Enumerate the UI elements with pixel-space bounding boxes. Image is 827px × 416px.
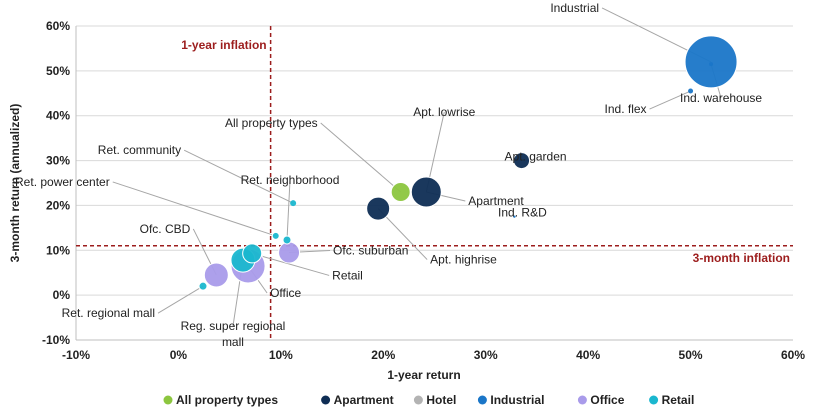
y-tick-label: 50%	[46, 64, 70, 78]
point-ind-r-d	[513, 215, 516, 218]
legend: All property types Apartment Hotel Industri…	[163, 393, 695, 407]
leader-ret-regional-mall	[157, 285, 204, 314]
label-retail: Retail	[332, 268, 363, 282]
point-retail	[242, 243, 263, 264]
grid-lines	[76, 25, 793, 341]
data-points	[198, 35, 738, 291]
legend-marker-industrial	[477, 395, 487, 405]
legend-marker-all-property-types	[163, 395, 173, 405]
point-apt-garden	[513, 152, 531, 170]
point-apt-highrise	[366, 196, 391, 221]
point-ofc-cbd	[203, 262, 229, 288]
label-all-property-types: All property types	[225, 116, 318, 130]
label-industrial: Industrial	[550, 1, 599, 15]
data-labels: Industrial Ind. warehouse Ind. flex Apt. ga…	[15, 1, 762, 349]
x-tick-label: 30%	[474, 348, 498, 362]
legend-label-apartment: Apartment	[334, 393, 394, 407]
label-apartment: Apartment	[468, 194, 524, 208]
legend-label-industrial: Industrial	[490, 393, 544, 407]
leader-ind-flex	[649, 90, 691, 110]
label-reg-super-regional-mall: Reg. super regional mall	[181, 319, 286, 349]
label-apt-highrise: Apt. highrise	[430, 253, 497, 267]
label-ind-r-d: Ind. R&D	[498, 206, 547, 220]
x-tick-label: 40%	[576, 348, 600, 362]
point-ret-power-center	[271, 231, 280, 240]
label-ind-flex: Ind. flex	[605, 102, 647, 116]
label-ret-power-center: Ret. power center	[15, 175, 110, 189]
x-tick-label: -10%	[62, 348, 90, 362]
leader-all-property-types	[320, 122, 402, 193]
point-apt-lowrise	[410, 176, 442, 208]
label-ret-neighborhood: Ret. neighborhood	[241, 173, 340, 187]
leader-ret-community	[183, 149, 294, 204]
axes: -10% 0% 10% 20% 30% 40% 50% 60% -10% 0% 10% 20% 30% 4…	[42, 19, 805, 362]
point-industrial	[684, 35, 738, 89]
x-tick-label: 50%	[679, 348, 703, 362]
label-ind-warehouse: Ind. warehouse	[680, 91, 762, 105]
label-apt-garden: Apt. garden	[505, 150, 567, 164]
legend-marker-retail	[649, 395, 659, 405]
label-apt-lowrise: Apt. lowrise	[413, 105, 475, 119]
legend-label-office: Office	[590, 393, 624, 407]
y-axis-title: 3-month return (annualized)	[8, 104, 22, 263]
legend-marker-apartment	[321, 395, 331, 405]
legend-label-retail: Retail	[662, 393, 695, 407]
three-month-inflation-label: 3-month inflation	[693, 251, 790, 265]
y-tick-label: -10%	[42, 333, 70, 347]
y-tick-label: 30%	[46, 154, 70, 168]
label-office: Office	[270, 286, 301, 300]
leader-retail	[252, 252, 330, 276]
point-ret-neighborhood	[282, 235, 292, 245]
leader-ret-neighborhood	[286, 179, 291, 240]
x-tick-label: 60%	[781, 348, 805, 362]
y-tick-label: 10%	[46, 243, 70, 257]
y-tick-label: 60%	[46, 19, 70, 33]
point-ret-regional-mall	[198, 281, 208, 291]
y-tick-label: 40%	[46, 109, 70, 123]
x-tick-label: 0%	[170, 348, 188, 362]
leader-lines	[112, 7, 722, 327]
x-tick-label: 20%	[371, 348, 395, 362]
x-axis-title: 1-year return	[387, 368, 460, 382]
legend-label-hotel: Hotel	[426, 393, 456, 407]
legend-marker-office	[577, 395, 587, 405]
point-all-property-types	[390, 181, 411, 202]
legend-label-all-property-types: All property types	[176, 393, 278, 407]
legend-marker-hotel	[413, 395, 423, 405]
label-ofc-suburban: Ofc. suburban	[333, 244, 408, 258]
point-ofc-suburban	[278, 241, 301, 264]
x-tick-label: 10%	[269, 348, 293, 362]
point-ret-community	[290, 200, 297, 207]
one-year-inflation-label: 1-year inflation	[181, 38, 266, 52]
label-ret-community: Ret. community	[98, 143, 181, 157]
y-tick-label: 20%	[46, 198, 70, 212]
point-ind-flex	[688, 88, 694, 94]
point-ind-warehouse	[709, 62, 714, 67]
y-tick-label: 0%	[53, 288, 71, 302]
label-ofc-cbd: Ofc. CBD	[140, 222, 191, 236]
reference-lines: 1-year inflation 3-month inflation	[76, 26, 793, 340]
label-ret-regional-mall: Ret. regional mall	[62, 306, 155, 320]
leader-ret-power-center	[112, 181, 276, 237]
